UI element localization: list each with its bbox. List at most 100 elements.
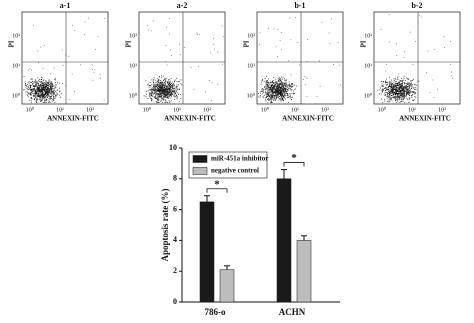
event-dot [27, 88, 29, 90]
event-dot [161, 92, 163, 94]
event-dot [392, 94, 394, 96]
event-dot [269, 91, 271, 92]
event-dot [287, 102, 289, 103]
event-dot [171, 54, 172, 56]
event-dot [27, 85, 29, 87]
event-dot [44, 89, 46, 90]
event-dot [41, 86, 43, 88]
event-dot [404, 87, 406, 89]
event-dot [48, 88, 50, 90]
event-dot [162, 84, 164, 86]
event-dot [173, 96, 175, 98]
event-dot [42, 94, 44, 95]
event-dot [293, 93, 295, 94]
event-dot [50, 80, 52, 82]
event-dot [407, 88, 409, 90]
event-dot [268, 81, 269, 83]
event-dot [272, 96, 274, 98]
event-dot [158, 85, 159, 87]
event-dot [157, 86, 159, 88]
event-dot [37, 86, 39, 88]
event-dot [33, 85, 35, 87]
event-dot [33, 82, 34, 84]
event-dot [35, 98, 37, 100]
event-dot [175, 86, 177, 88]
event-dot [42, 86, 44, 88]
event-dot [157, 90, 159, 92]
event-dot [272, 86, 274, 88]
event-dot [54, 85, 56, 87]
event-dot [53, 90, 55, 91]
event-dot [290, 74, 292, 76]
event-dot [93, 71, 95, 73]
event-dot [167, 86, 168, 88]
event-dot [280, 97, 282, 98]
event-dot [261, 89, 263, 91]
event-dot [274, 95, 275, 97]
event-dot [272, 87, 274, 89]
event-dot [157, 85, 159, 87]
event-dot [196, 32, 198, 34]
event-dot [37, 88, 38, 90]
event-dot [264, 78, 266, 79]
event-dot [52, 88, 54, 89]
event-dot [41, 81, 42, 83]
event-dot [45, 92, 46, 93]
event-dot [154, 90, 155, 92]
event-dot [261, 93, 263, 95]
event-dot [50, 87, 52, 89]
event-dot [409, 88, 410, 90]
event-dot [404, 83, 406, 85]
event-dot [273, 83, 275, 85]
event-dot [392, 88, 394, 90]
event-dot [285, 98, 286, 100]
event-dot [35, 91, 37, 93]
event-dot [37, 95, 39, 96]
event-dot [159, 77, 161, 79]
event-dot [154, 88, 156, 90]
event-dot [273, 87, 275, 89]
y-tick-label: 4 [173, 235, 177, 244]
event-dot [145, 95, 147, 97]
event-dot [279, 85, 280, 87]
event-dot [53, 98, 55, 99]
event-dot [283, 83, 285, 85]
event-dot [385, 81, 386, 83]
event-dot [169, 93, 170, 95]
event-dot [290, 86, 292, 88]
event-dot [79, 64, 81, 66]
event-dot [392, 81, 394, 83]
event-dot [286, 90, 288, 92]
event-dot [268, 100, 270, 101]
event-dot [71, 24, 73, 26]
event-dot [154, 96, 156, 97]
event-dot [271, 87, 273, 88]
event-dot [410, 82, 412, 84]
event-dot [388, 101, 390, 103]
event-dot [162, 88, 163, 90]
event-dot [275, 96, 277, 98]
event-dot [28, 89, 30, 91]
event-dot [180, 94, 181, 95]
event-dot [401, 100, 403, 102]
event-dot [402, 84, 404, 86]
event-dot [401, 87, 403, 89]
event-dot [158, 84, 160, 86]
event-dot [267, 28, 269, 29]
event-dot [403, 85, 405, 87]
event-dot [262, 79, 263, 81]
event-dot [173, 93, 175, 95]
event-dot [396, 83, 398, 85]
event-dot [175, 77, 177, 79]
event-dot [52, 91, 54, 93]
event-dot [176, 86, 178, 87]
event-dot [390, 89, 392, 91]
event-dot [288, 87, 290, 89]
event-dot [384, 88, 385, 90]
event-dot [413, 92, 415, 94]
event-dot [50, 83, 52, 84]
event-dot [410, 84, 412, 86]
event-dot [169, 89, 171, 91]
event-dot [31, 92, 33, 94]
event-dot [275, 90, 276, 92]
